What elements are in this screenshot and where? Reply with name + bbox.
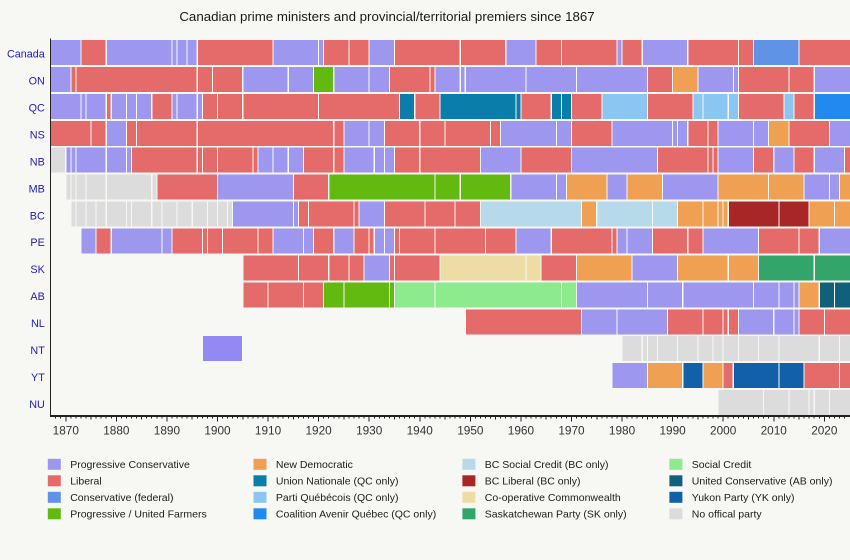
svg-text:1950: 1950 [457,424,484,438]
svg-text:1990: 1990 [659,424,686,438]
svg-text:Yukon Party (YK only): Yukon Party (YK only) [692,492,795,504]
svg-text:Canadian prime ministers and p: Canadian prime ministers and provincial/… [179,9,594,24]
svg-text:1970: 1970 [558,424,585,438]
svg-text:1980: 1980 [609,424,636,438]
svg-text:1870: 1870 [53,424,80,438]
svg-text:BC Social Credit (BC only): BC Social Credit (BC only) [485,459,609,471]
svg-text:1890: 1890 [154,424,181,438]
svg-text:1880: 1880 [103,424,130,438]
svg-text:PE: PE [30,237,44,249]
svg-text:NT: NT [30,345,45,357]
svg-text:QC: QC [29,103,45,115]
svg-text:Liberal: Liberal [70,476,102,488]
svg-text:AB: AB [30,291,44,303]
svg-text:Saskatchewan Party (SK only): Saskatchewan Party (SK only) [485,509,627,521]
svg-text:Social Credit: Social Credit [692,459,752,471]
svg-text:Progressive Conservative: Progressive Conservative [70,459,190,471]
svg-text:2010: 2010 [761,424,788,438]
svg-text:BC Liberal (BC only): BC Liberal (BC only) [485,476,581,488]
svg-text:2000: 2000 [710,424,737,438]
svg-text:New Democratic: New Democratic [276,459,353,471]
svg-text:BC: BC [30,210,45,222]
svg-text:Coalition Avenir Québec (QC on: Coalition Avenir Québec (QC only) [276,509,436,521]
svg-text:1910: 1910 [255,424,282,438]
svg-text:MB: MB [29,183,45,195]
svg-text:Canada: Canada [7,49,45,61]
svg-text:1930: 1930 [356,424,383,438]
svg-text:1920: 1920 [305,424,332,438]
svg-text:YT: YT [31,372,45,384]
svg-text:Union Nationale (QC only): Union Nationale (QC only) [276,476,399,488]
svg-text:Co-operative Commonwealth: Co-operative Commonwealth [485,492,621,504]
svg-text:NL: NL [31,318,45,330]
svg-text:1900: 1900 [204,424,231,438]
svg-text:No offical party: No offical party [692,509,763,521]
svg-text:Progressive / United Farmers: Progressive / United Farmers [70,509,207,521]
svg-text:United Conservative (AB only): United Conservative (AB only) [692,476,833,488]
svg-text:2020: 2020 [811,424,838,438]
svg-text:ON: ON [29,76,45,88]
svg-text:1960: 1960 [508,424,535,438]
svg-text:NU: NU [29,399,45,411]
svg-text:Conservative (federal): Conservative (federal) [70,492,173,504]
svg-text:SK: SK [30,264,45,276]
svg-text:Parti Québécois (QC only): Parti Québécois (QC only) [276,492,399,504]
svg-text:1940: 1940 [407,424,434,438]
svg-text:NS: NS [30,129,45,141]
svg-text:NB: NB [30,156,45,168]
